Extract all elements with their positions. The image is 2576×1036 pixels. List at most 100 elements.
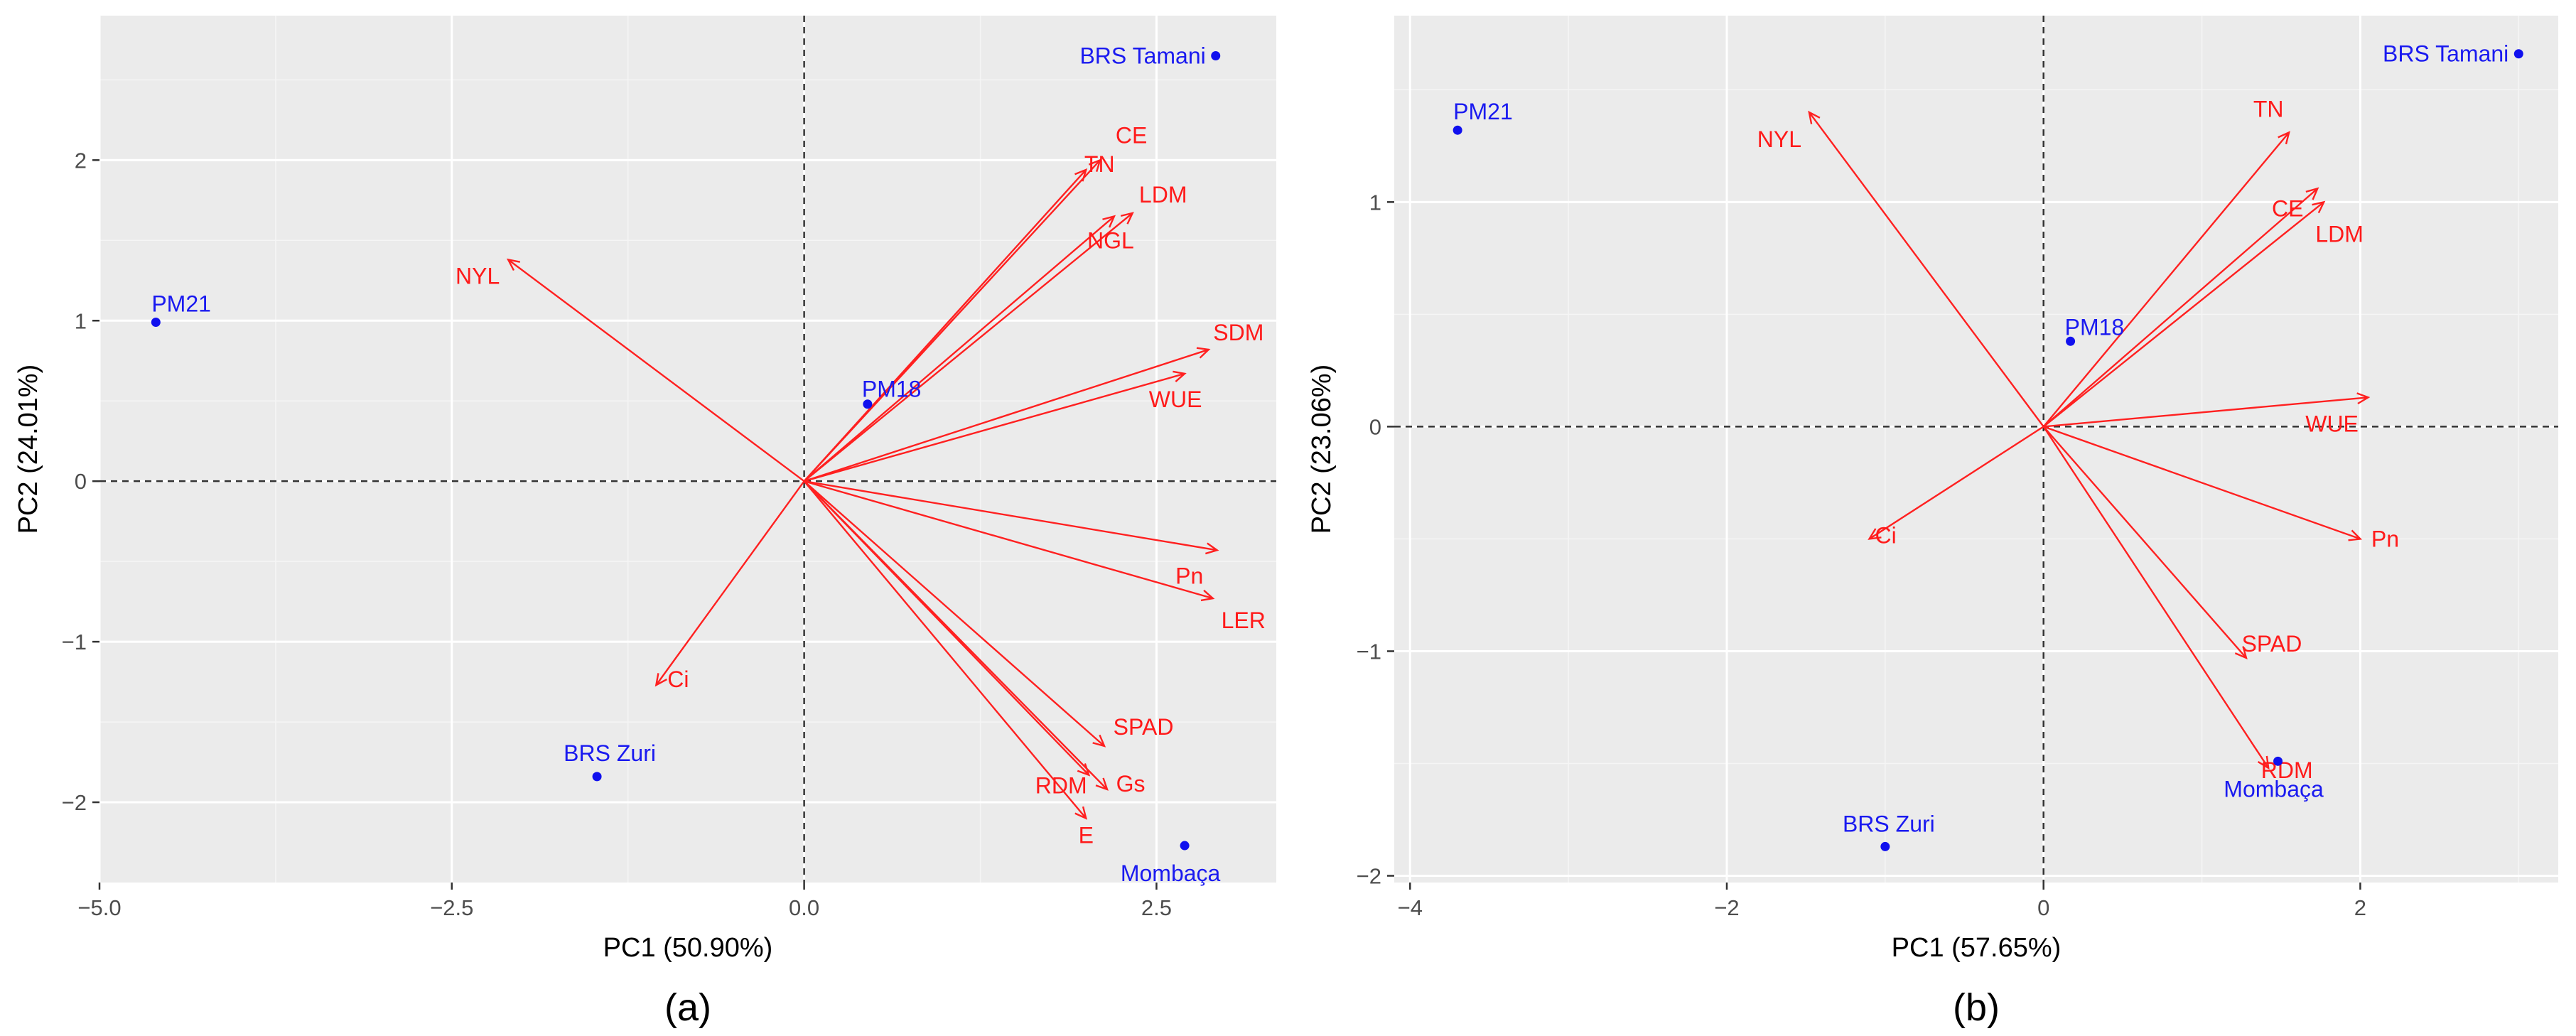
vector-label-ci: Ci bbox=[1875, 522, 1896, 548]
vector-label-ngl: NGL bbox=[1087, 227, 1134, 253]
x-tick-label: −5.0 bbox=[77, 895, 121, 920]
x-axis-title: PC1 (57.65%) bbox=[1892, 933, 2062, 963]
y-tick-label: 1 bbox=[75, 308, 87, 333]
arrowhead-pn bbox=[2348, 529, 2363, 541]
arrowhead-tn bbox=[2278, 131, 2290, 145]
x-tick-label: 0 bbox=[2037, 895, 2049, 920]
vector-ce: CE bbox=[2042, 187, 2319, 428]
vector-tn: TN bbox=[2042, 96, 2290, 428]
arrowhead-wue bbox=[2356, 392, 2371, 405]
observation-pm21: PM21 bbox=[151, 291, 211, 328]
vector-label-nyl: NYL bbox=[456, 263, 500, 288]
vector-ler: LER bbox=[804, 480, 1266, 633]
vector-tn: TN bbox=[803, 151, 1115, 482]
y-tick-label: 2 bbox=[75, 148, 87, 173]
arrowhead-spad bbox=[1092, 734, 1106, 748]
observation-point-brs-zuri bbox=[1880, 841, 1890, 851]
vector-label-spad: SPAD bbox=[2242, 631, 2302, 657]
vector-sdm: SDM bbox=[804, 320, 1263, 482]
vector-label-nyl: NYL bbox=[1757, 126, 1801, 152]
observation-point-mombaca bbox=[1180, 841, 1190, 851]
y-axis-title: PC2 (24.01%) bbox=[14, 365, 43, 534]
y-tick-label: 0 bbox=[1369, 414, 1381, 439]
vector-arrow-tn bbox=[803, 169, 1087, 482]
y-tick-label: 0 bbox=[75, 469, 87, 494]
arrowhead-e bbox=[1074, 806, 1088, 820]
arrowhead-spad bbox=[2234, 646, 2248, 660]
arrowhead-ldm bbox=[1120, 212, 1134, 225]
vector-arrow-nyl bbox=[507, 259, 805, 482]
plot-panel bbox=[1394, 16, 2558, 883]
vector-label-gs: Gs bbox=[1116, 771, 1146, 797]
observation-label-pm18: PM18 bbox=[862, 377, 922, 402]
vector-arrow-ldm bbox=[803, 212, 1133, 482]
observation-label-pm21: PM21 bbox=[1453, 99, 1513, 124]
vector-arrow-e bbox=[803, 480, 1087, 819]
vector-pn: Pn bbox=[2043, 426, 2399, 551]
vector-wue: WUE bbox=[804, 370, 1202, 482]
vector-label-pn: Pn bbox=[2371, 526, 2399, 551]
vector-spad: SPAD bbox=[803, 480, 1174, 748]
observation-pm18: PM18 bbox=[2065, 314, 2125, 346]
arrowhead-pn bbox=[1205, 542, 1219, 555]
vector-label-ce: CE bbox=[2272, 195, 2303, 221]
arrowhead-sdm bbox=[1196, 347, 1211, 359]
arrowhead-ce bbox=[1088, 158, 1101, 172]
observation-label-brs-zuri: BRS Zuri bbox=[1843, 811, 1935, 836]
arrowhead-gs bbox=[1095, 777, 1109, 791]
observation-point-pm18 bbox=[2066, 336, 2076, 346]
vector-label-wue: WUE bbox=[1149, 387, 1202, 412]
observation-mombaca: Mombaça bbox=[2224, 756, 2324, 802]
x-tick-label: −4 bbox=[1398, 895, 1423, 920]
vector-arrow-wue bbox=[804, 372, 1185, 482]
vector-arrow-pn bbox=[804, 480, 1217, 551]
vector-pn: Pn bbox=[804, 480, 1219, 588]
vector-e: E bbox=[803, 480, 1094, 848]
vector-arrow-rdm bbox=[2042, 426, 2270, 769]
arrowhead-tn bbox=[1074, 168, 1088, 182]
observation-label-pm18: PM18 bbox=[2065, 314, 2125, 340]
observation-point-brs-tamani bbox=[2513, 49, 2523, 59]
vector-label-ldm: LDM bbox=[1139, 182, 1187, 207]
y-tick-label: 1 bbox=[1369, 190, 1381, 215]
observation-point-mombaca bbox=[2273, 756, 2283, 766]
observation-label-brs-tamani: BRS Tamani bbox=[1079, 43, 1205, 68]
vector-label-rdm: RDM bbox=[2261, 757, 2313, 783]
arrowhead-ci bbox=[1868, 528, 1882, 540]
vector-label-e: E bbox=[1079, 823, 1094, 848]
axes: −4 −2 0 2 −2 −1 0 1 bbox=[1357, 190, 2366, 920]
biplot-b: TN CE LDM NYL WUE Pn SPAD RDM Ci BRS Tamani PM21 PM… bbox=[1307, 16, 2558, 1029]
vector-ldm: LDM bbox=[803, 182, 1187, 482]
observation-point-pm21 bbox=[1453, 125, 1462, 135]
arrowhead-ce bbox=[2305, 187, 2319, 200]
y-tick-label: −2 bbox=[62, 790, 87, 815]
vector-arrow-nyl bbox=[1808, 112, 2044, 428]
vector-arrow-spad bbox=[803, 480, 1105, 747]
observation-brs-tamani: BRS Tamani bbox=[2383, 41, 2523, 67]
observation-label-mombaca: Mombaça bbox=[2224, 776, 2324, 802]
vector-arrow-ci bbox=[655, 480, 805, 686]
observations: BRS Tamani PM21 PM18 BRS Zuri Mombaça bbox=[1453, 41, 2523, 851]
observation-point-brs-zuri bbox=[592, 772, 602, 782]
observation-point-pm21 bbox=[151, 318, 161, 328]
vector-ldm: LDM bbox=[2042, 200, 2364, 428]
loading-vectors: TN CE LDM NYL WUE Pn SPAD RDM Ci bbox=[1757, 96, 2399, 782]
observation-brs-tamani: BRS Tamani bbox=[1079, 43, 1221, 68]
arrowhead-rdm bbox=[2257, 755, 2270, 770]
x-tick-label: 2 bbox=[2354, 895, 2366, 920]
vector-nyl: NYL bbox=[456, 258, 805, 482]
vector-arrow-rdm bbox=[803, 480, 1090, 776]
vector-label-spad: SPAD bbox=[1114, 714, 1174, 740]
observation-label-mombaca: Mombaça bbox=[1121, 860, 1221, 886]
observation-point-brs-tamani bbox=[1211, 50, 1221, 60]
y-tick-label: −1 bbox=[62, 630, 87, 654]
x-tick-label: −2.5 bbox=[430, 895, 473, 920]
vector-arrow-tn bbox=[2042, 131, 2290, 428]
arrowhead-ngl bbox=[1102, 215, 1116, 228]
vector-wue: WUE bbox=[2043, 392, 2371, 436]
observation-point-pm18 bbox=[863, 399, 873, 409]
y-axis-title: PC2 (23.06%) bbox=[1307, 365, 1337, 534]
arrowhead-ldm bbox=[2312, 200, 2326, 214]
vector-arrow-spad bbox=[2042, 426, 2247, 659]
